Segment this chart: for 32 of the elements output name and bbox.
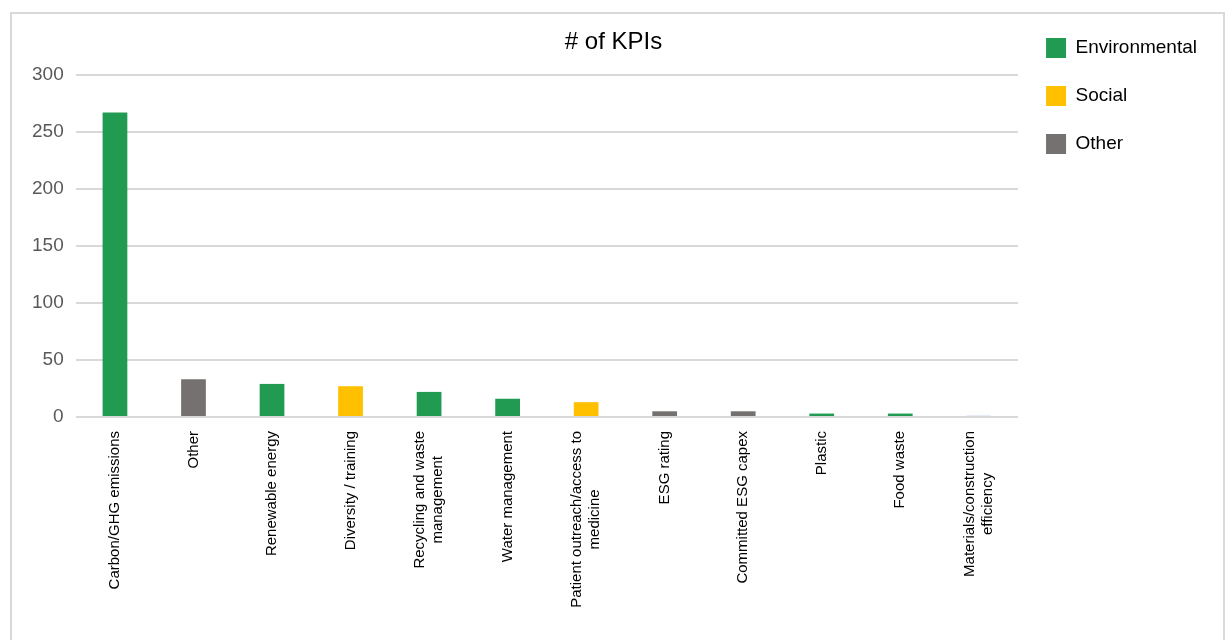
- bar: [652, 411, 678, 416]
- bar: [416, 391, 442, 416]
- y-tick-label: 300: [32, 63, 64, 85]
- x-tick-label: Committed ESG capex: [733, 430, 751, 584]
- x-tick-label: Plastic: [811, 430, 829, 476]
- y-tick-label: 50: [42, 348, 64, 370]
- y-tick-label: 150: [32, 234, 64, 256]
- x-tick-label: Food waste: [890, 431, 908, 509]
- x-tick-label: Materials/construction efficiency: [959, 430, 995, 577]
- x-tick-label: Patient outreach/access to medicine: [567, 430, 603, 608]
- x-tick-label: Other: [183, 431, 201, 469]
- x-tick-label: Recycling and waste management: [410, 431, 446, 569]
- legend-label: Social: [1075, 84, 1128, 106]
- x-tick-label: Carbon/GHG emissions: [105, 431, 123, 590]
- y-tick-label: 0: [53, 405, 64, 427]
- bar: [259, 383, 285, 416]
- bar: [181, 379, 206, 416]
- y-tick-label: 250: [32, 120, 64, 142]
- bar: [573, 402, 599, 416]
- bar: [730, 411, 756, 416]
- chart-title: # of KPIs: [564, 27, 663, 55]
- bar: [102, 112, 128, 416]
- x-tick-label: Water management: [497, 430, 515, 563]
- legend-label: Other: [1075, 132, 1124, 154]
- bar: [495, 398, 520, 416]
- y-tick-label: 200: [32, 177, 64, 199]
- legend-label: Environmental: [1075, 36, 1197, 58]
- x-tick-label: Diversity / training: [340, 431, 358, 551]
- y-tick-label: 100: [32, 291, 64, 313]
- x-tick-label: Renewable energy: [262, 430, 280, 557]
- bar: [338, 386, 363, 416]
- x-tick-label: ESG rating: [654, 431, 672, 505]
